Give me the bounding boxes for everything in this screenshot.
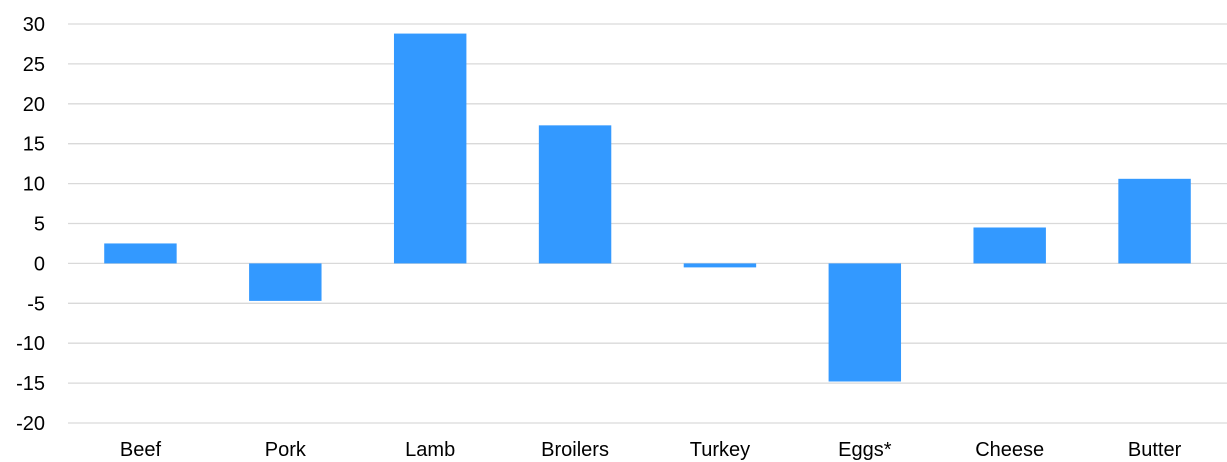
- bar-lamb: [393, 33, 467, 264]
- bar-pork: [249, 263, 322, 301]
- gridlines: [68, 23, 1227, 424]
- y-tick-label: 30: [23, 14, 45, 36]
- y-tick-label: 0: [34, 253, 45, 275]
- y-tick-label: 5: [34, 214, 45, 236]
- x-category-label: Beef: [120, 439, 162, 461]
- bar-turkey: [683, 263, 757, 268]
- y-tick-label: 10: [23, 174, 45, 196]
- bar-broilers: [538, 125, 612, 264]
- y-tick-label: 20: [23, 94, 45, 116]
- y-tick-label: 15: [23, 134, 45, 156]
- bar-beef: [104, 243, 177, 264]
- x-category-label: Pork: [265, 439, 307, 461]
- bar-cheese: [973, 227, 1046, 264]
- y-tick-label: -5: [27, 293, 45, 315]
- x-category-label: Butter: [1128, 439, 1182, 461]
- x-category-label: Eggs*: [838, 439, 892, 461]
- x-axis-category-labels: Beef Pork Lamb Broilers Turkey Eggs* Cheese But…: [120, 439, 1182, 461]
- y-tick-label: -15: [16, 373, 45, 395]
- bar-eggs: [828, 263, 902, 382]
- x-category-label: Broilers: [541, 439, 609, 461]
- y-tick-label: 25: [23, 54, 45, 76]
- bar-butter: [1118, 178, 1191, 264]
- x-category-label: Cheese: [975, 439, 1044, 461]
- x-category-label: Lamb: [405, 439, 455, 461]
- bars: [104, 33, 1191, 382]
- y-tick-label: -10: [16, 333, 45, 355]
- y-axis-tick-labels: 30 25 20 15 10 5 0 -5 -10 -15 -20: [16, 14, 45, 435]
- x-category-label: Turkey: [690, 439, 750, 461]
- y-tick-label: -20: [16, 413, 45, 435]
